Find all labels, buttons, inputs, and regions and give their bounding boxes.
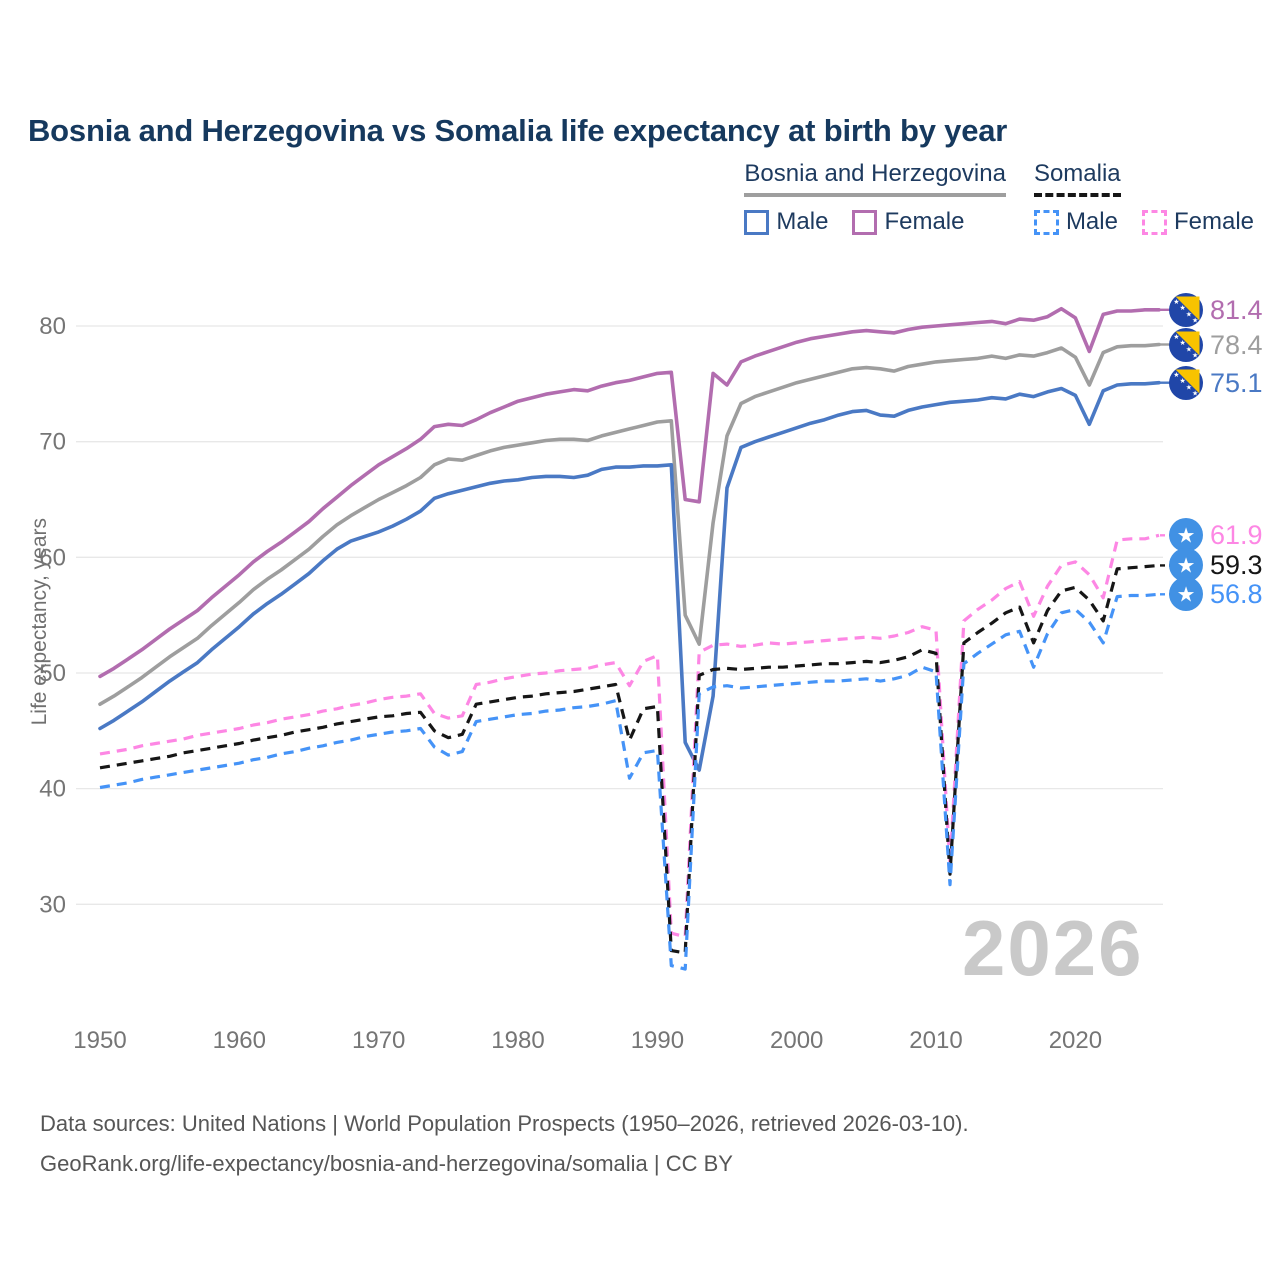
x-tick-label-1960: 1960 [213,1027,266,1054]
y-tick-label-70: 70 [39,429,66,456]
bosnia-flag-icon [1169,293,1203,327]
series-line-som_total [99,563,1160,955]
series-lines [98,306,1170,971]
somalia-female-swatch-icon [1141,209,1167,235]
legend-group-bosnia: Bosnia and Herzegovina Male Female [744,160,1006,236]
x-tick-label-1990: 1990 [631,1027,684,1054]
data-source-line: Data sources: United Nations | World Pop… [40,1111,969,1136]
legend-item-label: Female [1173,208,1254,235]
legend-item-label: Male [1065,208,1118,235]
x-tick-label-2000: 2000 [770,1027,823,1054]
series-line-bih_male [98,380,1161,772]
y-tick-label-50: 50 [39,660,66,687]
axis-tick-labels: 80 70 60 50 40 30 1950 1960 1970 1980 1990 2000 2010… [39,313,1102,1054]
x-tick-label-2010: 2010 [909,1027,962,1054]
bosnia-flag-icon [1169,328,1203,362]
footer: Data sources: United Nations | World Pop… [40,1104,969,1183]
series-line-som_female [99,533,1160,939]
somalia-flag-icon [1169,518,1203,552]
y-tick-label-80: 80 [39,313,66,340]
y-tick-label-60: 60 [39,544,66,571]
end-value-bosnia-male: 75.1 [1210,367,1263,398]
legend-item-label: Male [776,208,829,235]
end-label-somalia-total: 59.3 [1169,548,1263,582]
legend-group-somalia: Somalia Male Female [1033,160,1254,236]
series-line-bih_female [98,306,1161,679]
page-title: Bosnia and Herzegovina vs Somalia life e… [28,112,1008,148]
chart-legend: Bosnia and Herzegovina Male Female Somal… [744,160,1254,236]
end-value-bosnia-female: 81.4 [1210,294,1263,325]
end-label-somalia-male: 56.8 [1169,577,1263,611]
legend-item-somalia-female: Female [1141,208,1254,236]
series-line-bih_total [98,342,1161,707]
bosnia-male-swatch-icon [744,209,770,235]
end-label-bosnia-female: 81.4 [1169,293,1263,327]
end-value-bosnia-total: 78.4 [1210,329,1263,360]
somalia-male-swatch-icon [1033,209,1059,235]
end-label-bosnia-total: 78.4 [1169,328,1263,362]
x-tick-label-2020: 2020 [1049,1027,1102,1054]
x-tick-label-1970: 1970 [352,1027,405,1054]
somalia-flag-icon [1169,577,1203,611]
legend-header-bosnia: Bosnia and Herzegovina [744,160,1006,197]
end-value-somalia-female: 61.9 [1210,519,1263,550]
series-line-som_male [99,592,1160,971]
bosnia-flag-icon [1169,366,1203,400]
year-watermark: 2026 [962,904,1144,992]
x-tick-label-1950: 1950 [73,1027,126,1054]
legend-item-bosnia-female: Female [852,208,964,236]
x-tick-label-1980: 1980 [491,1027,544,1054]
end-value-somalia-total: 59.3 [1210,549,1263,580]
bosnia-female-swatch-icon [852,209,878,235]
y-tick-label-40: 40 [39,776,66,803]
legend-item-somalia-male: Male [1033,208,1118,236]
end-value-somalia-male: 56.8 [1210,578,1263,609]
attribution-line: GeoRank.org/life-expectancy/bosnia-and-h… [40,1150,733,1176]
end-label-somalia-female: 61.9 [1169,518,1263,552]
end-label-bosnia-male: 75.1 [1169,366,1263,400]
legend-item-bosnia-male: Male [744,208,828,236]
gridlines [76,325,1163,905]
legend-header-somalia: Somalia [1033,160,1121,197]
legend-item-label: Female [884,208,965,235]
y-tick-label-30: 30 [39,891,66,918]
